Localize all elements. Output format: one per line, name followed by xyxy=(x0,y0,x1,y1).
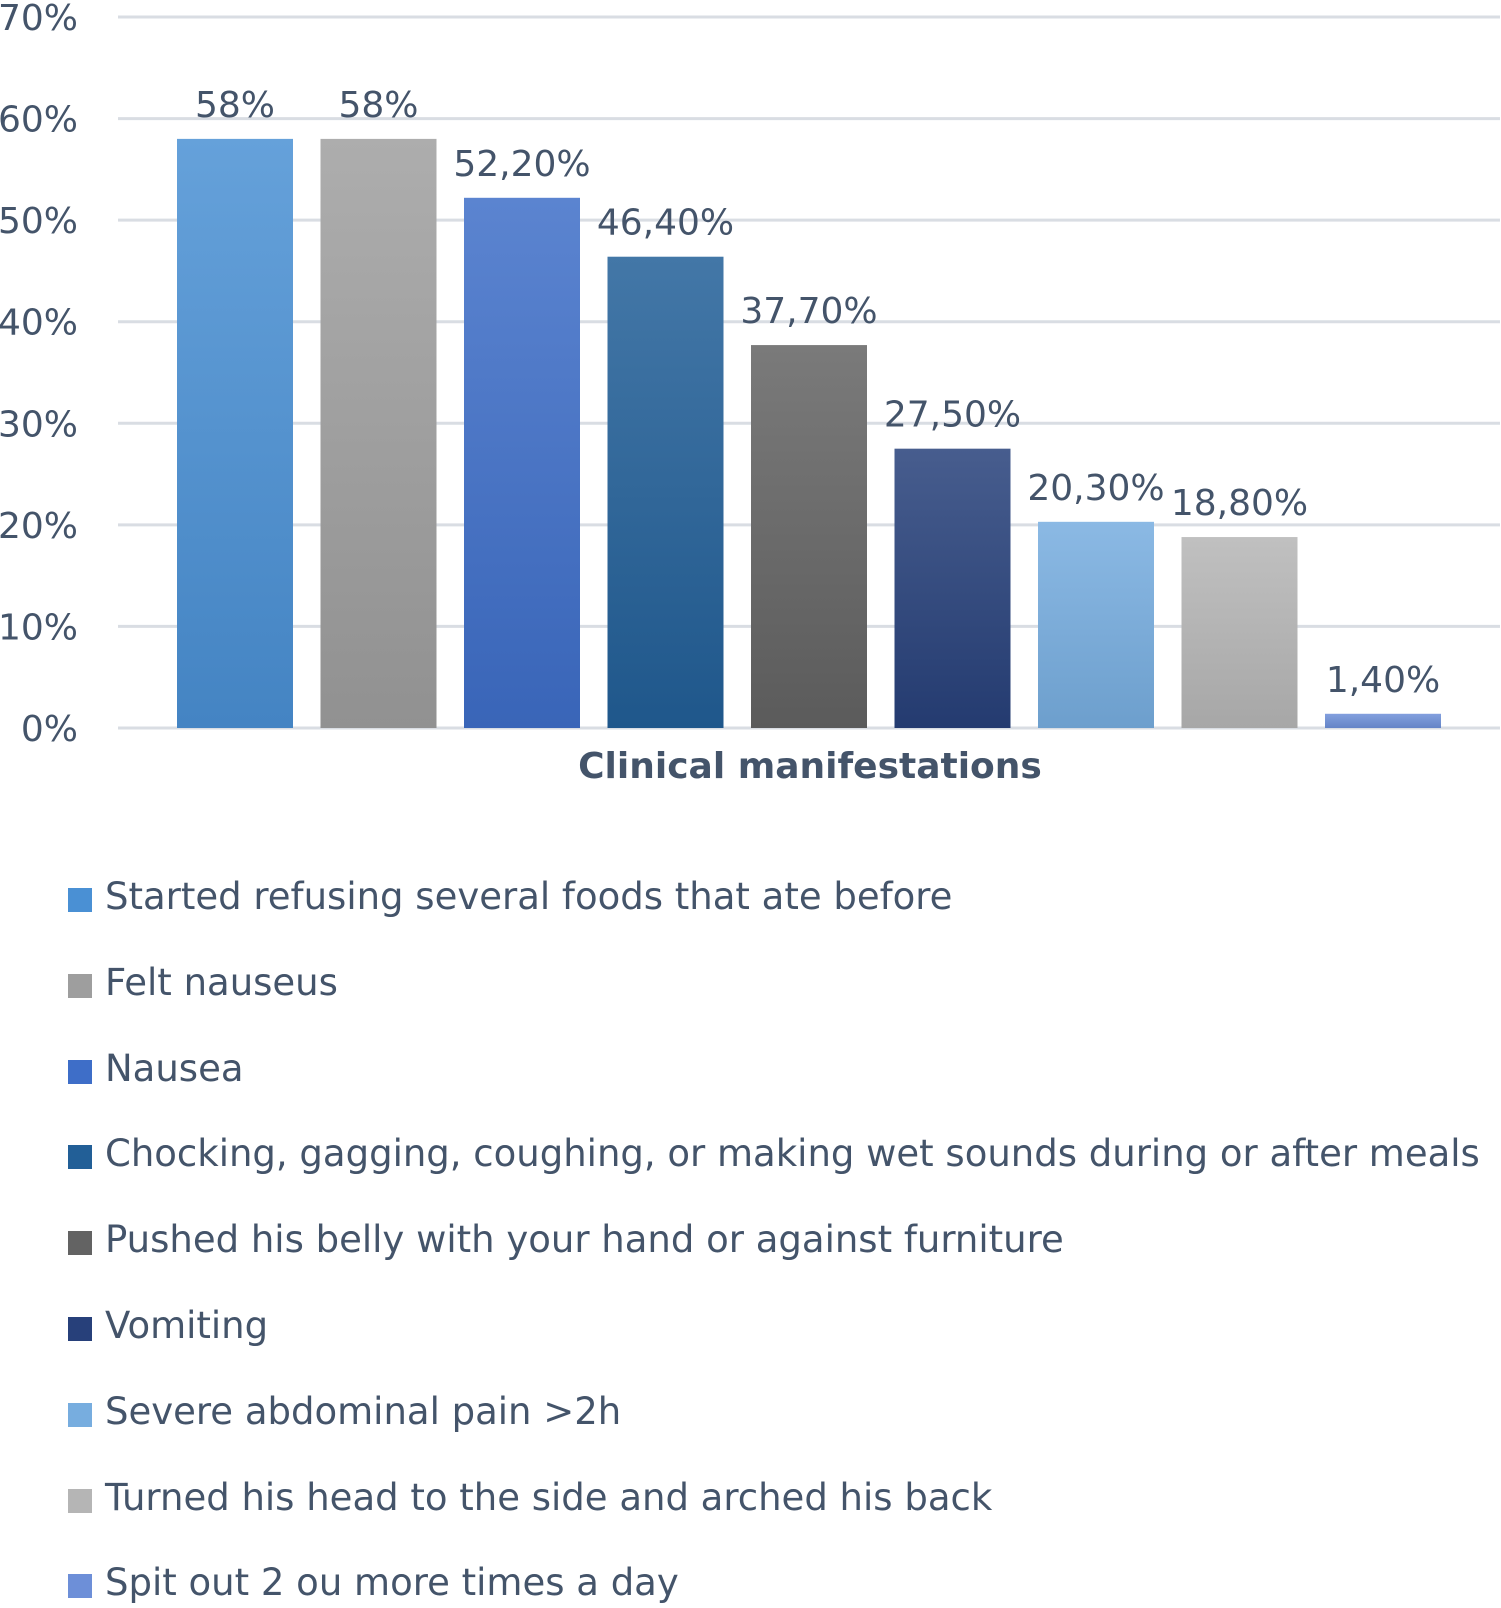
bar xyxy=(751,345,867,728)
y-tick-label: 10% xyxy=(0,607,78,648)
y-tick-label: 0% xyxy=(21,709,78,750)
y-tick-label: 20% xyxy=(0,506,78,547)
legend-item: Felt nauseus xyxy=(68,958,1488,1008)
legend-item: Chocking, gagging, coughing, or making w… xyxy=(68,1129,1488,1179)
legend-label: Chocking, gagging, coughing, or making w… xyxy=(105,1132,1480,1176)
legend-swatch xyxy=(68,888,92,912)
legend-label: Turned his head to the side and arched h… xyxy=(105,1475,993,1519)
legend-swatch xyxy=(68,973,92,998)
legend-item: Severe abdominal pain >2h xyxy=(68,1387,1488,1437)
bar xyxy=(464,197,580,729)
data-label: 27,50% xyxy=(884,395,1021,436)
data-label: 18,80% xyxy=(1171,483,1308,524)
legend-label: Spit out 2 ou more times a day xyxy=(105,1561,679,1605)
legend-item: Vomiting xyxy=(68,1301,1488,1351)
legend-item: Started refusing several foods that ate … xyxy=(68,872,1488,922)
bar xyxy=(894,448,1011,728)
y-tick-label: 40% xyxy=(0,303,78,344)
legend-label: Felt nauseus xyxy=(105,960,338,1004)
bar xyxy=(607,256,724,728)
legend-swatch xyxy=(68,1488,92,1513)
data-label: 58% xyxy=(338,85,418,126)
data-labels: 58% 58% 52,20%46,40% 37,70% 27,50%20,30% 18,8… xyxy=(195,85,1440,701)
legend-swatch xyxy=(68,1231,92,1256)
legend-label: Severe abdominal pain >2h xyxy=(105,1389,622,1433)
bar xyxy=(1325,713,1441,728)
bar-chart: 0% 10% 20% 30% 40% 50% 60% 70% 58% 58% 52,20%46,4… xyxy=(0,0,1500,787)
legend-swatch xyxy=(68,1145,92,1170)
legend-label: Pushed his belly with your hand or again… xyxy=(105,1218,1064,1262)
y-axis-tick-labels: 0% 10% 20% 30% 40% 50% 60% 70% xyxy=(0,0,78,750)
data-label: 20,30% xyxy=(1027,468,1164,509)
legend-item: Spit out 2 ou more times a day xyxy=(68,1558,1488,1608)
bar xyxy=(177,138,293,728)
legend-item: Pushed his belly with your hand or again… xyxy=(68,1215,1488,1265)
legend-swatch xyxy=(68,1317,92,1341)
data-label: 37,70% xyxy=(740,291,877,332)
legend-swatch xyxy=(68,1402,92,1427)
legend-swatch xyxy=(68,1574,92,1599)
y-tick-label: 70% xyxy=(0,0,78,39)
legend-swatch xyxy=(68,1059,92,1084)
data-label: 52,20% xyxy=(453,144,590,185)
y-tick-label: 60% xyxy=(0,100,78,141)
data-label: 46,40% xyxy=(597,203,734,244)
data-label: 58% xyxy=(195,85,275,126)
legend-label: Nausea xyxy=(105,1046,244,1090)
data-label: 1,40% xyxy=(1326,660,1440,701)
legend-item: Nausea xyxy=(68,1044,1488,1094)
legend-label: Started refusing several foods that ate … xyxy=(105,875,953,918)
y-tick-label: 30% xyxy=(0,404,78,445)
bar xyxy=(1038,521,1154,728)
bar xyxy=(320,138,437,728)
x-axis-title: Clinical manifestations xyxy=(578,746,1042,787)
y-tick-label: 50% xyxy=(0,201,78,242)
bar xyxy=(1181,537,1298,728)
legend-label: Vomiting xyxy=(105,1304,269,1347)
bars xyxy=(177,138,1441,729)
legend-item: Turned his head to the side and arched h… xyxy=(68,1473,1488,1523)
